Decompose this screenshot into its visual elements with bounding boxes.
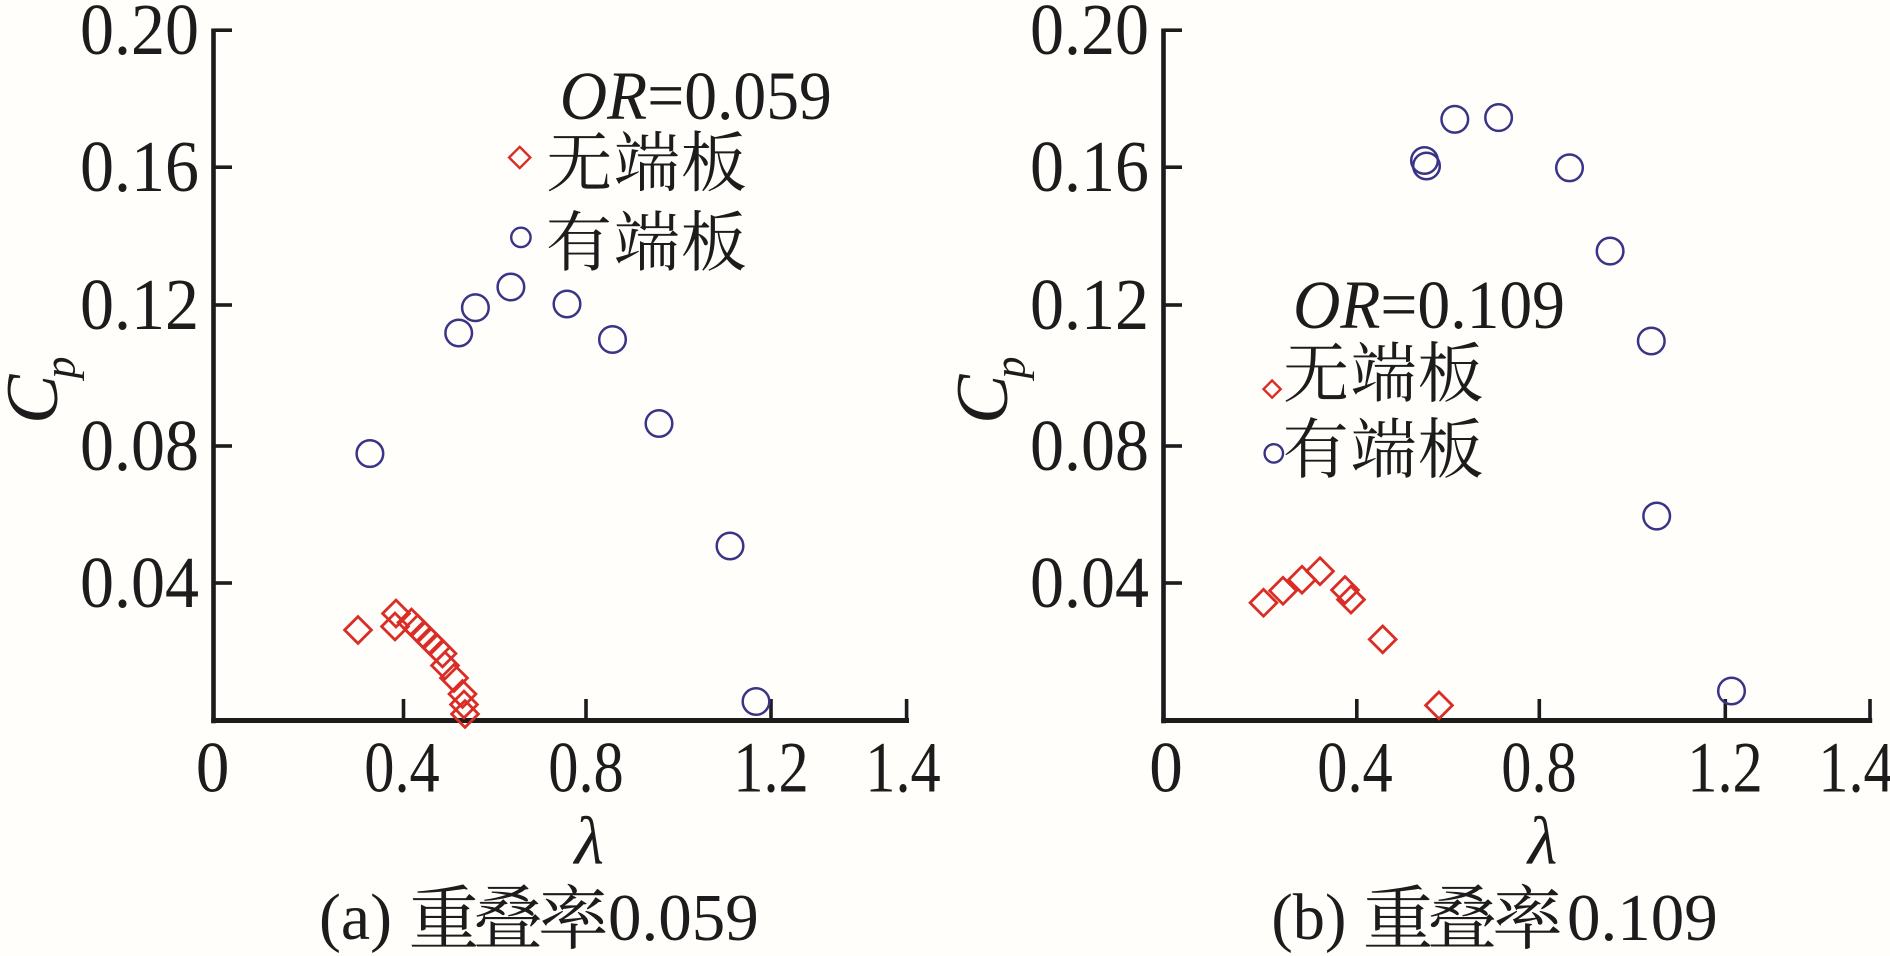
svg-text:0.059: 0.059: [608, 881, 759, 955]
svg-text:1.2: 1.2: [733, 728, 809, 808]
svg-text:OR=0.109: OR=0.109: [1293, 267, 1565, 343]
svg-text:p: p: [36, 357, 85, 382]
svg-text:p: p: [986, 357, 1035, 382]
svg-text:0: 0: [196, 728, 230, 808]
svg-text:0.20: 0.20: [80, 0, 199, 70]
svg-text:λ: λ: [1526, 803, 1557, 879]
svg-text:0: 0: [1149, 728, 1183, 808]
svg-text:0.4: 0.4: [1317, 728, 1393, 808]
svg-text:1.2: 1.2: [1687, 728, 1763, 808]
svg-text:0.8: 0.8: [1501, 728, 1577, 808]
svg-text:(a): (a): [319, 881, 392, 954]
svg-text:0.08: 0.08: [1030, 405, 1149, 486]
svg-text:0.109: 0.109: [1567, 881, 1718, 955]
svg-text:0.12: 0.12: [1030, 264, 1149, 345]
svg-text:0.4: 0.4: [364, 728, 440, 808]
svg-text:0.8: 0.8: [548, 728, 624, 808]
svg-text:0.16: 0.16: [80, 126, 199, 207]
svg-text:λ: λ: [572, 803, 603, 879]
svg-text:0.04: 0.04: [1030, 542, 1149, 623]
svg-text:(b): (b): [1271, 881, 1346, 954]
svg-text:0.16: 0.16: [1030, 126, 1149, 207]
svg-text:OR=0.059: OR=0.059: [560, 58, 832, 134]
svg-text:C: C: [0, 373, 74, 424]
svg-text:1.4: 1.4: [1818, 728, 1890, 808]
svg-text:0.08: 0.08: [80, 405, 199, 486]
svg-text:0.04: 0.04: [80, 542, 199, 623]
svg-text:0.12: 0.12: [80, 264, 199, 345]
svg-text:0.20: 0.20: [1030, 0, 1149, 70]
svg-text:C: C: [942, 373, 1024, 424]
svg-text:1.4: 1.4: [865, 728, 941, 808]
